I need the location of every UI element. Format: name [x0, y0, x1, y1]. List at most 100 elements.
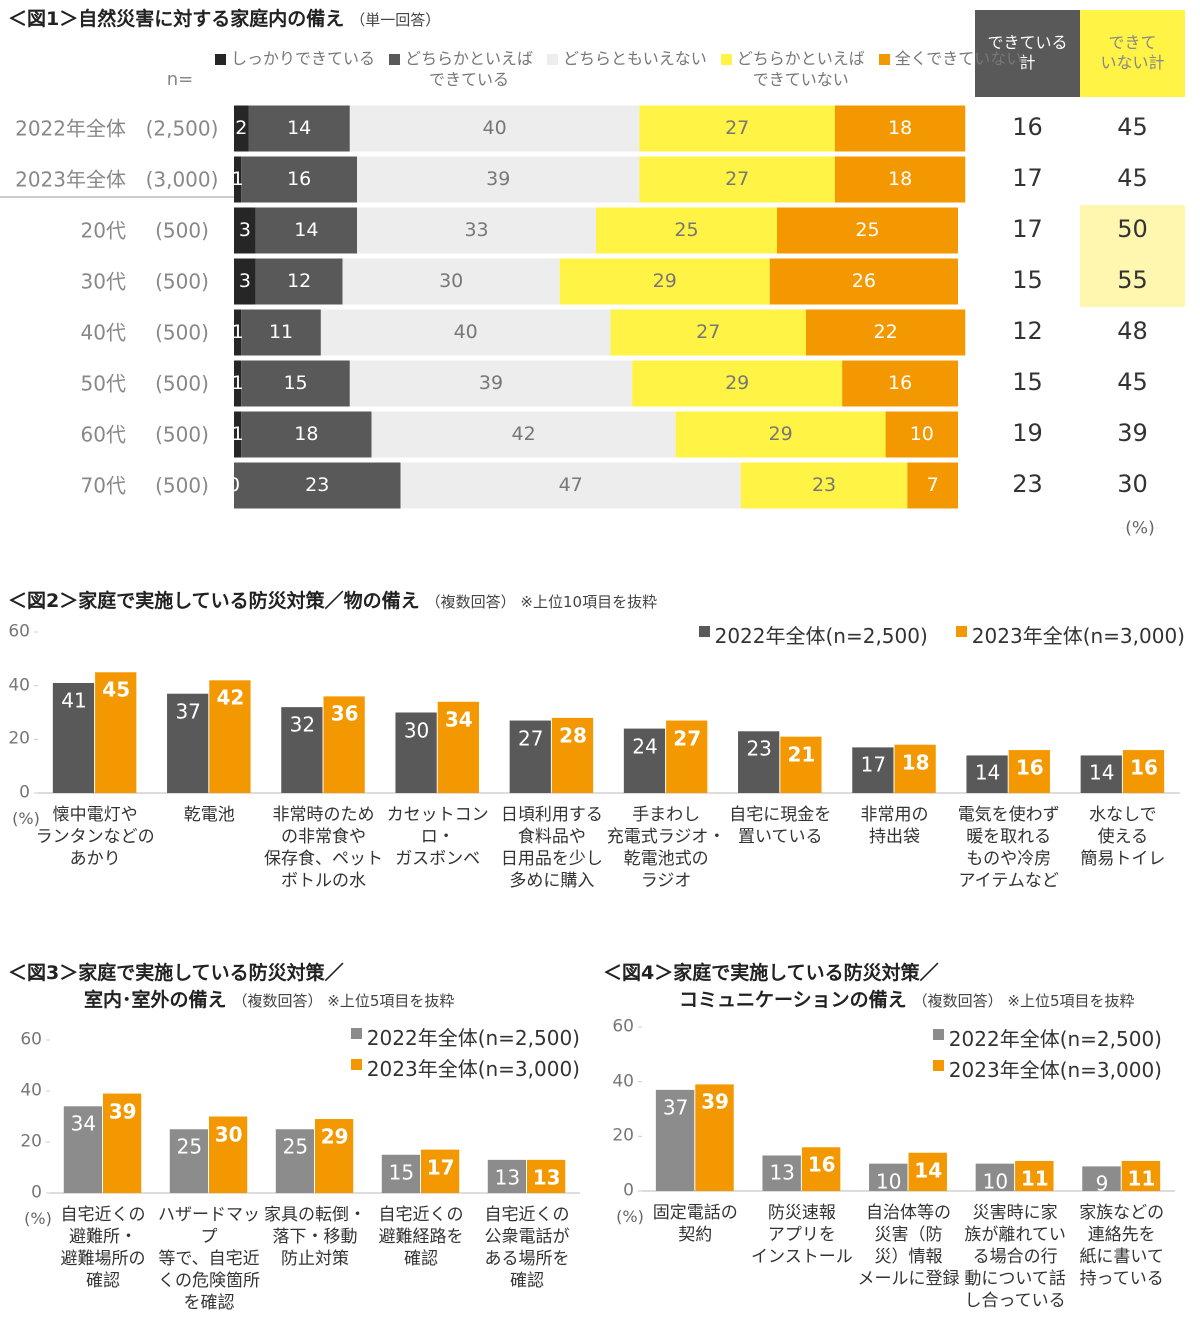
table-cell-bg: [1080, 256, 1185, 307]
bar-segment: [255, 258, 343, 305]
legend-swatch: [389, 54, 401, 65]
x-tick-label: 自宅近くの 公衆電話が ある場所を 確認: [484, 1205, 570, 1291]
data-label: 29: [320, 1124, 349, 1149]
table-cell: 50: [1117, 214, 1148, 243]
y-tick-label: 20: [8, 728, 30, 749]
x-tick-label: 自宅近くの 避難所・ 避難場所の 確認: [60, 1205, 146, 1291]
data-label: 1: [231, 320, 244, 343]
data-label: 42: [216, 685, 245, 710]
bar: [437, 701, 479, 793]
title: ＜図1＞自然災害に対する家庭内の備え: [8, 8, 345, 30]
bar: [395, 712, 437, 793]
data-label: 27: [696, 320, 721, 343]
x-tick-label: 手まわし 充電式ラジオ・ 乾電池式の ラジオ: [606, 805, 726, 891]
data-label: 3: [238, 269, 251, 292]
bar-segment: [241, 360, 350, 407]
data-label: 40: [453, 320, 478, 343]
data-label: 14: [1089, 760, 1115, 785]
bar-segment: [777, 207, 958, 254]
bar: [63, 1106, 102, 1193]
data-label: 16: [887, 371, 913, 394]
data-label: 39: [478, 371, 504, 394]
x-tick-label: 防災速報 アプリを インストール: [751, 1203, 853, 1267]
x-tick-label: 自宅近くの 避難経路を 確認: [378, 1205, 464, 1269]
title: ＜図3＞家庭で実施している防災対策／ 室内･室外の備え: [8, 962, 344, 1011]
legend-swatch: [698, 626, 710, 637]
bar: [381, 1154, 420, 1193]
table-cell: 23: [1012, 469, 1043, 498]
data-label: 39: [486, 167, 511, 190]
data-label: 30: [214, 1122, 243, 1146]
x-tick-label: 自宅に現金を 置いている: [729, 805, 832, 847]
bar-segment: [234, 360, 242, 407]
bar-segment: [559, 258, 770, 305]
bar-segment: [639, 156, 835, 203]
n-value: (500): [155, 473, 209, 497]
legend-label: しっかりできている: [231, 49, 376, 68]
data-label: 9: [1095, 1171, 1109, 1196]
bar: [209, 680, 251, 793]
x-tick-label: 乾電池: [183, 805, 235, 825]
bar: [167, 693, 209, 793]
bar-segment: [769, 258, 958, 305]
bar: [323, 696, 365, 793]
bar-segment: [234, 462, 401, 509]
table-cell: 15: [1012, 367, 1043, 396]
table-cell: 48: [1117, 316, 1148, 345]
bar: [975, 1163, 1015, 1191]
data-label: 33: [464, 218, 489, 241]
bar: [908, 1152, 947, 1191]
table-cell: 17: [1012, 163, 1043, 192]
bar: [801, 1147, 841, 1191]
title: ＜図4＞家庭で実施している防災対策／ コミュニケーションの備え: [603, 962, 939, 1011]
legend: 2022年全体(n=2,500) 2023年全体(n=3,000): [350, 1022, 580, 1082]
data-label: 16: [807, 1152, 836, 1177]
data-label: 34: [444, 707, 473, 732]
data-label: 23: [305, 473, 330, 496]
category-label: 40代: [80, 320, 126, 344]
data-label: 16: [1130, 755, 1158, 780]
data-label: 18: [901, 750, 930, 775]
bar: [1121, 1160, 1161, 1191]
x-tick-label: 自治体等の 災害（防 災）情報 メールに登録: [857, 1203, 960, 1289]
table-header: できて いない計: [1100, 33, 1165, 72]
data-label: 1: [231, 167, 244, 190]
table-cell: 19: [1012, 418, 1043, 447]
bar-segment: [907, 462, 958, 509]
data-label: 39: [108, 1099, 137, 1124]
legend-swatch: [350, 1028, 362, 1039]
unit-label: (%): [24, 1209, 52, 1228]
bar: [1080, 755, 1122, 793]
data-label: 0: [227, 473, 241, 496]
bar: [966, 755, 1008, 793]
data-label: 1: [231, 371, 244, 394]
data-label: 28: [559, 723, 587, 748]
data-label: 15: [283, 371, 308, 394]
bar: [421, 1149, 460, 1193]
bar-segment: [234, 309, 242, 356]
data-label: 37: [175, 699, 201, 724]
data-label: 16: [1015, 755, 1044, 780]
y-tick-label: 0: [623, 1180, 634, 1201]
legend-item: どちらともいえない: [547, 48, 707, 90]
bar: [1015, 1160, 1054, 1191]
legend-item: 2022年全体(n=2,500): [932, 1023, 1162, 1052]
legend-item: しっかりできている: [215, 48, 375, 90]
bar: [209, 1116, 248, 1193]
data-label: 1: [231, 422, 244, 445]
legend-label: 2022年全体(n=2,500): [948, 1027, 1162, 1051]
legend-label: 全くできていない: [894, 49, 1023, 68]
data-label: 37: [662, 1095, 689, 1120]
subtitle: （複数回答） ※上位10項目を抜粋: [425, 593, 658, 611]
table-header-bg: [975, 10, 1080, 97]
data-label: 18: [887, 167, 913, 190]
bar: [852, 747, 894, 793]
bar-segment: [400, 462, 741, 509]
bar-segment: [834, 105, 966, 152]
legend-label: どちらかといえば できていない: [736, 49, 865, 89]
x-tick-label: 災害時に家 族が離れてい る場合の行 動について話 し合っている: [964, 1203, 1066, 1311]
data-label: 21: [787, 742, 816, 767]
subtitle: （単一回答）: [350, 11, 441, 29]
n-value: (500): [155, 269, 209, 293]
bar-segment: [349, 360, 633, 407]
